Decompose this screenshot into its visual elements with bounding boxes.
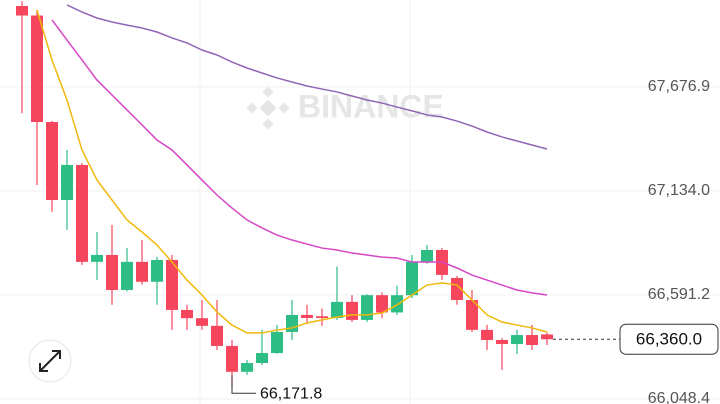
candle-body (16, 5, 28, 16)
candle-body (226, 345, 238, 372)
candle-body (541, 334, 553, 340)
candle-body (346, 301, 358, 320)
candle-body (271, 331, 283, 354)
low-marker-line (231, 375, 256, 394)
candle-body (496, 340, 508, 345)
candle-body (31, 15, 43, 123)
candle-body (361, 295, 373, 320)
y-tick-label: 67,676.9 (648, 78, 710, 95)
candle-body (211, 325, 223, 346)
candle-body (316, 316, 328, 318)
y-tick-label: 66,048.4 (648, 390, 710, 404)
watermark-logo (246, 86, 290, 130)
candle-body (421, 249, 433, 262)
candle-body (136, 261, 148, 282)
candle-body (46, 122, 58, 200)
expand-button[interactable] (28, 339, 72, 383)
last-price-label: 66,360.0 (636, 330, 702, 349)
candle-body (121, 261, 133, 291)
candle-body (91, 254, 103, 262)
candle-body (331, 301, 343, 318)
candle-body (166, 259, 178, 310)
ma-line (36, 9, 548, 334)
candle-body (61, 164, 73, 200)
candle-body (196, 318, 208, 326)
candle-body (241, 363, 253, 372)
ma-line (51, 19, 548, 296)
candle-body (376, 295, 388, 313)
candle-body (481, 329, 493, 341)
candle-body (76, 164, 88, 262)
candle-body (301, 314, 313, 318)
candle-body (151, 259, 163, 282)
candle-body (181, 309, 193, 319)
candle-body (391, 295, 403, 313)
candle-body (526, 335, 538, 345)
last-price-box (619, 323, 719, 355)
y-tick-label: 67,134.0 (648, 182, 710, 199)
y-tick-label: 66,591.2 (648, 286, 710, 303)
candle-body (451, 277, 463, 300)
candle-body (256, 353, 268, 364)
candle-body (511, 335, 523, 345)
low-marker-label: 66,171.8 (260, 386, 322, 403)
candle-body (286, 314, 298, 332)
candle-body (106, 254, 118, 291)
watermark: BINANCE (298, 88, 444, 124)
candle-body (466, 299, 478, 330)
candle-body (406, 261, 418, 296)
ma-line (66, 4, 548, 150)
